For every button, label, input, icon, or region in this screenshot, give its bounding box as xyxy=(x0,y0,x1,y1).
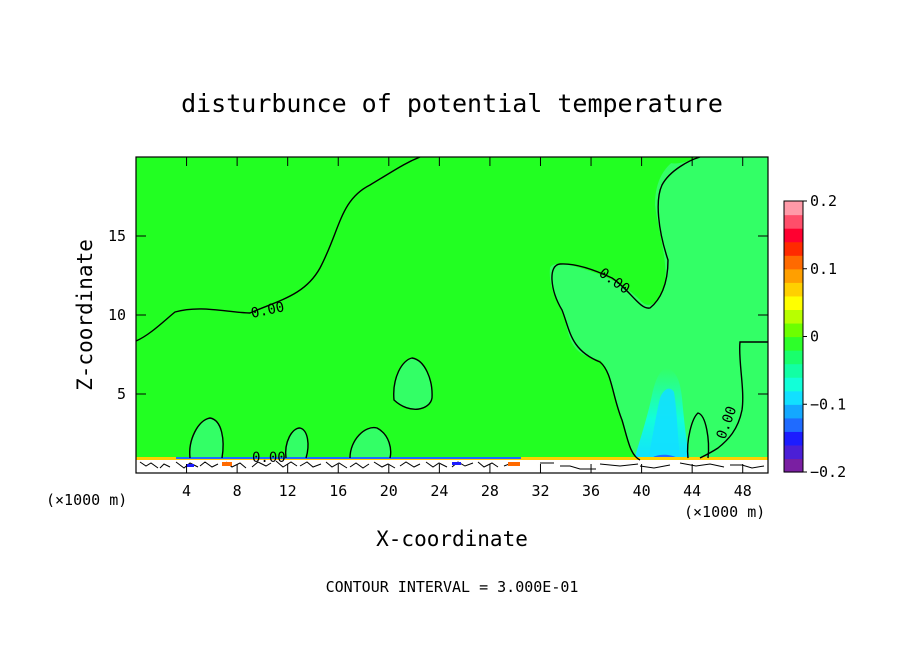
colorbar-swatch xyxy=(784,444,803,460)
y-axis-label: Z-coordinate xyxy=(73,239,97,391)
plot-area: 0.00 0.00 0.00 0.00 xyxy=(136,157,768,473)
colorbar-swatch xyxy=(784,458,803,473)
x-tick-label: 16 xyxy=(329,482,347,500)
colorbar-swatch xyxy=(784,363,803,378)
contour-line xyxy=(189,417,224,459)
x-tick-label: 40 xyxy=(633,482,651,500)
contour-label: 0.00 xyxy=(252,450,286,466)
y-tick-label: 5 xyxy=(117,385,126,403)
contour-line xyxy=(699,341,768,459)
x-tick-label: 28 xyxy=(481,482,499,500)
x-tick-label: 20 xyxy=(380,482,398,500)
colorbar-tick-label: 0 xyxy=(810,328,819,346)
y-tick-label: 10 xyxy=(108,306,126,324)
x-tick-label: 48 xyxy=(734,482,752,500)
contour-lines xyxy=(136,157,768,461)
colorbar-swatch xyxy=(784,390,803,405)
x-unit-right: (×1000 m) xyxy=(684,503,765,521)
x-tick-label: 8 xyxy=(233,482,242,500)
contour-line xyxy=(393,357,433,410)
colorbar-tick-label: 0.2 xyxy=(810,192,837,210)
bump-fill xyxy=(189,418,224,458)
x-tick-label: 4 xyxy=(182,482,191,500)
contour-line xyxy=(285,427,309,459)
colorbar-swatch xyxy=(784,228,803,243)
x-unit-left: (×1000 m) xyxy=(46,491,127,509)
central-bright-region xyxy=(136,157,680,460)
colorbar-swatch xyxy=(784,241,803,256)
x-tick-label: 44 xyxy=(683,482,701,500)
plume-core xyxy=(648,388,680,460)
x-axis-label: X-coordinate xyxy=(376,527,528,551)
colorbar-tick-label: 0.1 xyxy=(810,260,837,278)
colorbar-swatch xyxy=(784,214,803,229)
terrain-blue-line xyxy=(176,457,521,459)
contour-line xyxy=(551,157,701,461)
colorbar-frame xyxy=(783,200,804,473)
colorbar-swatch xyxy=(784,201,803,216)
colorbar-swatch xyxy=(784,377,803,392)
colorbar-swatch xyxy=(784,309,803,324)
colorbar-swatch xyxy=(784,268,803,283)
x-tick-label: 12 xyxy=(279,482,297,500)
colorbar-tick-label: −0.2 xyxy=(810,463,846,481)
bump-fill xyxy=(350,427,391,458)
colorbar-swatch xyxy=(784,282,803,297)
colorbar-tick-label: −0.1 xyxy=(810,395,846,413)
bump-fill xyxy=(687,413,709,458)
colorbar-swatch xyxy=(784,350,803,365)
y-ticks: 5 10 15 xyxy=(108,227,768,403)
contour-line xyxy=(136,157,421,342)
x-tick-label: 24 xyxy=(430,482,448,500)
bump-fill xyxy=(285,428,308,458)
contour-line xyxy=(349,426,392,459)
colorbar-swatch xyxy=(784,417,803,432)
colorbar-swatch xyxy=(784,404,803,419)
bump-fill xyxy=(393,358,433,410)
y-tick-label: 15 xyxy=(108,227,126,245)
colorbar: 0.2 0.1 0 −0.1 −0.2 xyxy=(784,192,846,481)
colorbar-swatch xyxy=(784,336,803,351)
x-ticks: 4 8 12 16 20 24 28 32 36 40 44 48 xyxy=(182,157,752,500)
contour-interval-note: CONTOUR INTERVAL = 3.000E-01 xyxy=(326,578,579,596)
colorbar-swatch xyxy=(784,255,803,270)
colorbar-swatch xyxy=(784,295,803,310)
contour-line xyxy=(686,412,710,459)
chart-title: disturbunce of potential temperature xyxy=(181,89,723,118)
colorbar-swatch xyxy=(784,431,803,446)
x-tick-label: 36 xyxy=(582,482,600,500)
x-tick-label: 32 xyxy=(531,482,549,500)
terrain-band xyxy=(136,459,768,473)
contour-label: 0.00 xyxy=(250,299,286,322)
colorbar-swatch xyxy=(784,322,803,338)
